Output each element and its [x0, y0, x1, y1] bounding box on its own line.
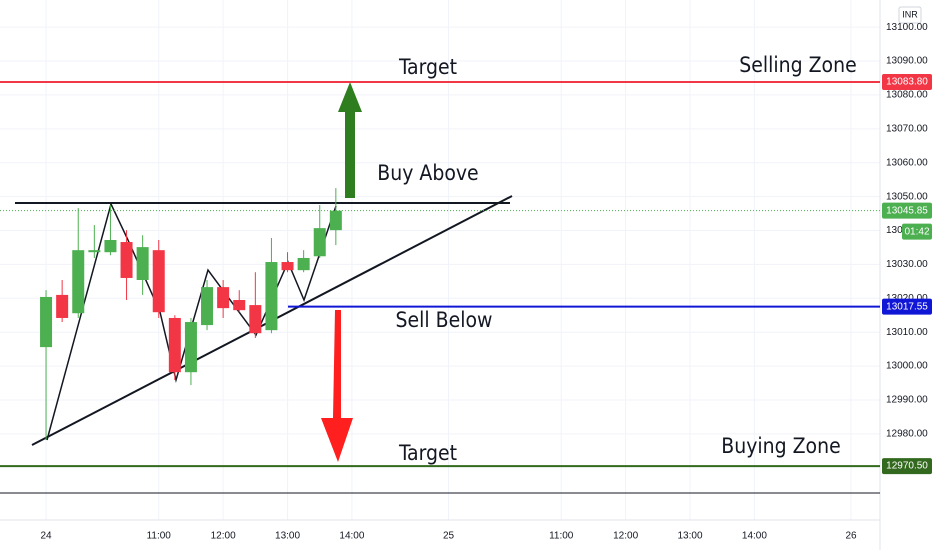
x-tick-label: 13:00: [275, 531, 300, 542]
up-arrow: [338, 82, 362, 198]
candle-body: [217, 287, 230, 309]
annotation: Sell Below: [396, 308, 493, 332]
candle-body: [184, 322, 197, 373]
candle-body: [233, 300, 246, 311]
x-tick-label: 14:00: [742, 531, 767, 542]
candle-body: [329, 210, 342, 231]
annotation: Target: [398, 441, 457, 465]
candle-body: [72, 250, 85, 314]
candle-body: [104, 240, 117, 253]
x-tick-label: 12:00: [613, 531, 638, 542]
candle-body: [88, 250, 101, 253]
annotation: Buying Zone: [721, 434, 840, 458]
candle-body: [297, 257, 310, 271]
candle-body: [136, 247, 149, 280]
currency-badge[interactable]: [898, 6, 922, 24]
y-tick-label: 13100.00: [886, 22, 928, 33]
y-tick-label: 12980.00: [886, 429, 928, 440]
candle-body: [201, 287, 214, 326]
x-tick-label: 13:00: [678, 531, 703, 542]
candle-body: [265, 262, 278, 331]
x-tick-label: 11:00: [147, 531, 172, 542]
candle-body: [168, 317, 181, 373]
x-tick-label: 24: [40, 531, 52, 542]
down-arrow: [321, 310, 353, 462]
price-label-box: [882, 202, 932, 219]
x-tick-label: 11:00: [549, 531, 574, 542]
y-tick-label: 13030.00: [886, 259, 928, 270]
price-label: 13045.85: [886, 205, 928, 216]
y-tick-label: 13000.00: [886, 361, 928, 372]
y-tick-label: 13010.00: [886, 327, 928, 338]
candle-body: [56, 294, 69, 318]
price-label-box: [882, 298, 932, 315]
y-tick-label: 13080.00: [886, 90, 928, 101]
x-tick-label: 26: [845, 531, 857, 542]
y-tick-label: 13050.00: [886, 191, 928, 202]
candle-body: [281, 262, 294, 271]
candle-body: [40, 296, 53, 348]
candle-body: [249, 305, 262, 334]
x-tick-label: 25: [443, 531, 455, 542]
x-tick-label: 12:00: [211, 531, 236, 542]
y-tick-label: 13060.00: [886, 157, 928, 168]
countdown: 01:42: [904, 226, 929, 237]
annotation: Selling Zone: [739, 53, 856, 77]
price-label: 12970.50: [886, 461, 928, 472]
annotation: Buy Above: [377, 161, 478, 185]
price-label-box: [882, 458, 932, 475]
countdown-box: [902, 223, 932, 240]
candle-body: [152, 250, 165, 313]
candle-body: [313, 228, 326, 257]
y-tick-label: 13070.00: [886, 123, 928, 134]
x-tick-label: 14:00: [339, 531, 364, 542]
currency: INR: [902, 9, 918, 19]
price-label-box: [882, 74, 932, 91]
y-tick-label: 13020.00: [886, 293, 928, 304]
candle-body: [120, 242, 133, 278]
y-tick-label: 13090.00: [886, 56, 928, 67]
price-label: 13017.55: [886, 301, 928, 312]
y-tick-label: 12990.00: [886, 395, 928, 406]
price-label: 13083.80: [886, 77, 928, 88]
annotation: Target: [398, 55, 457, 79]
